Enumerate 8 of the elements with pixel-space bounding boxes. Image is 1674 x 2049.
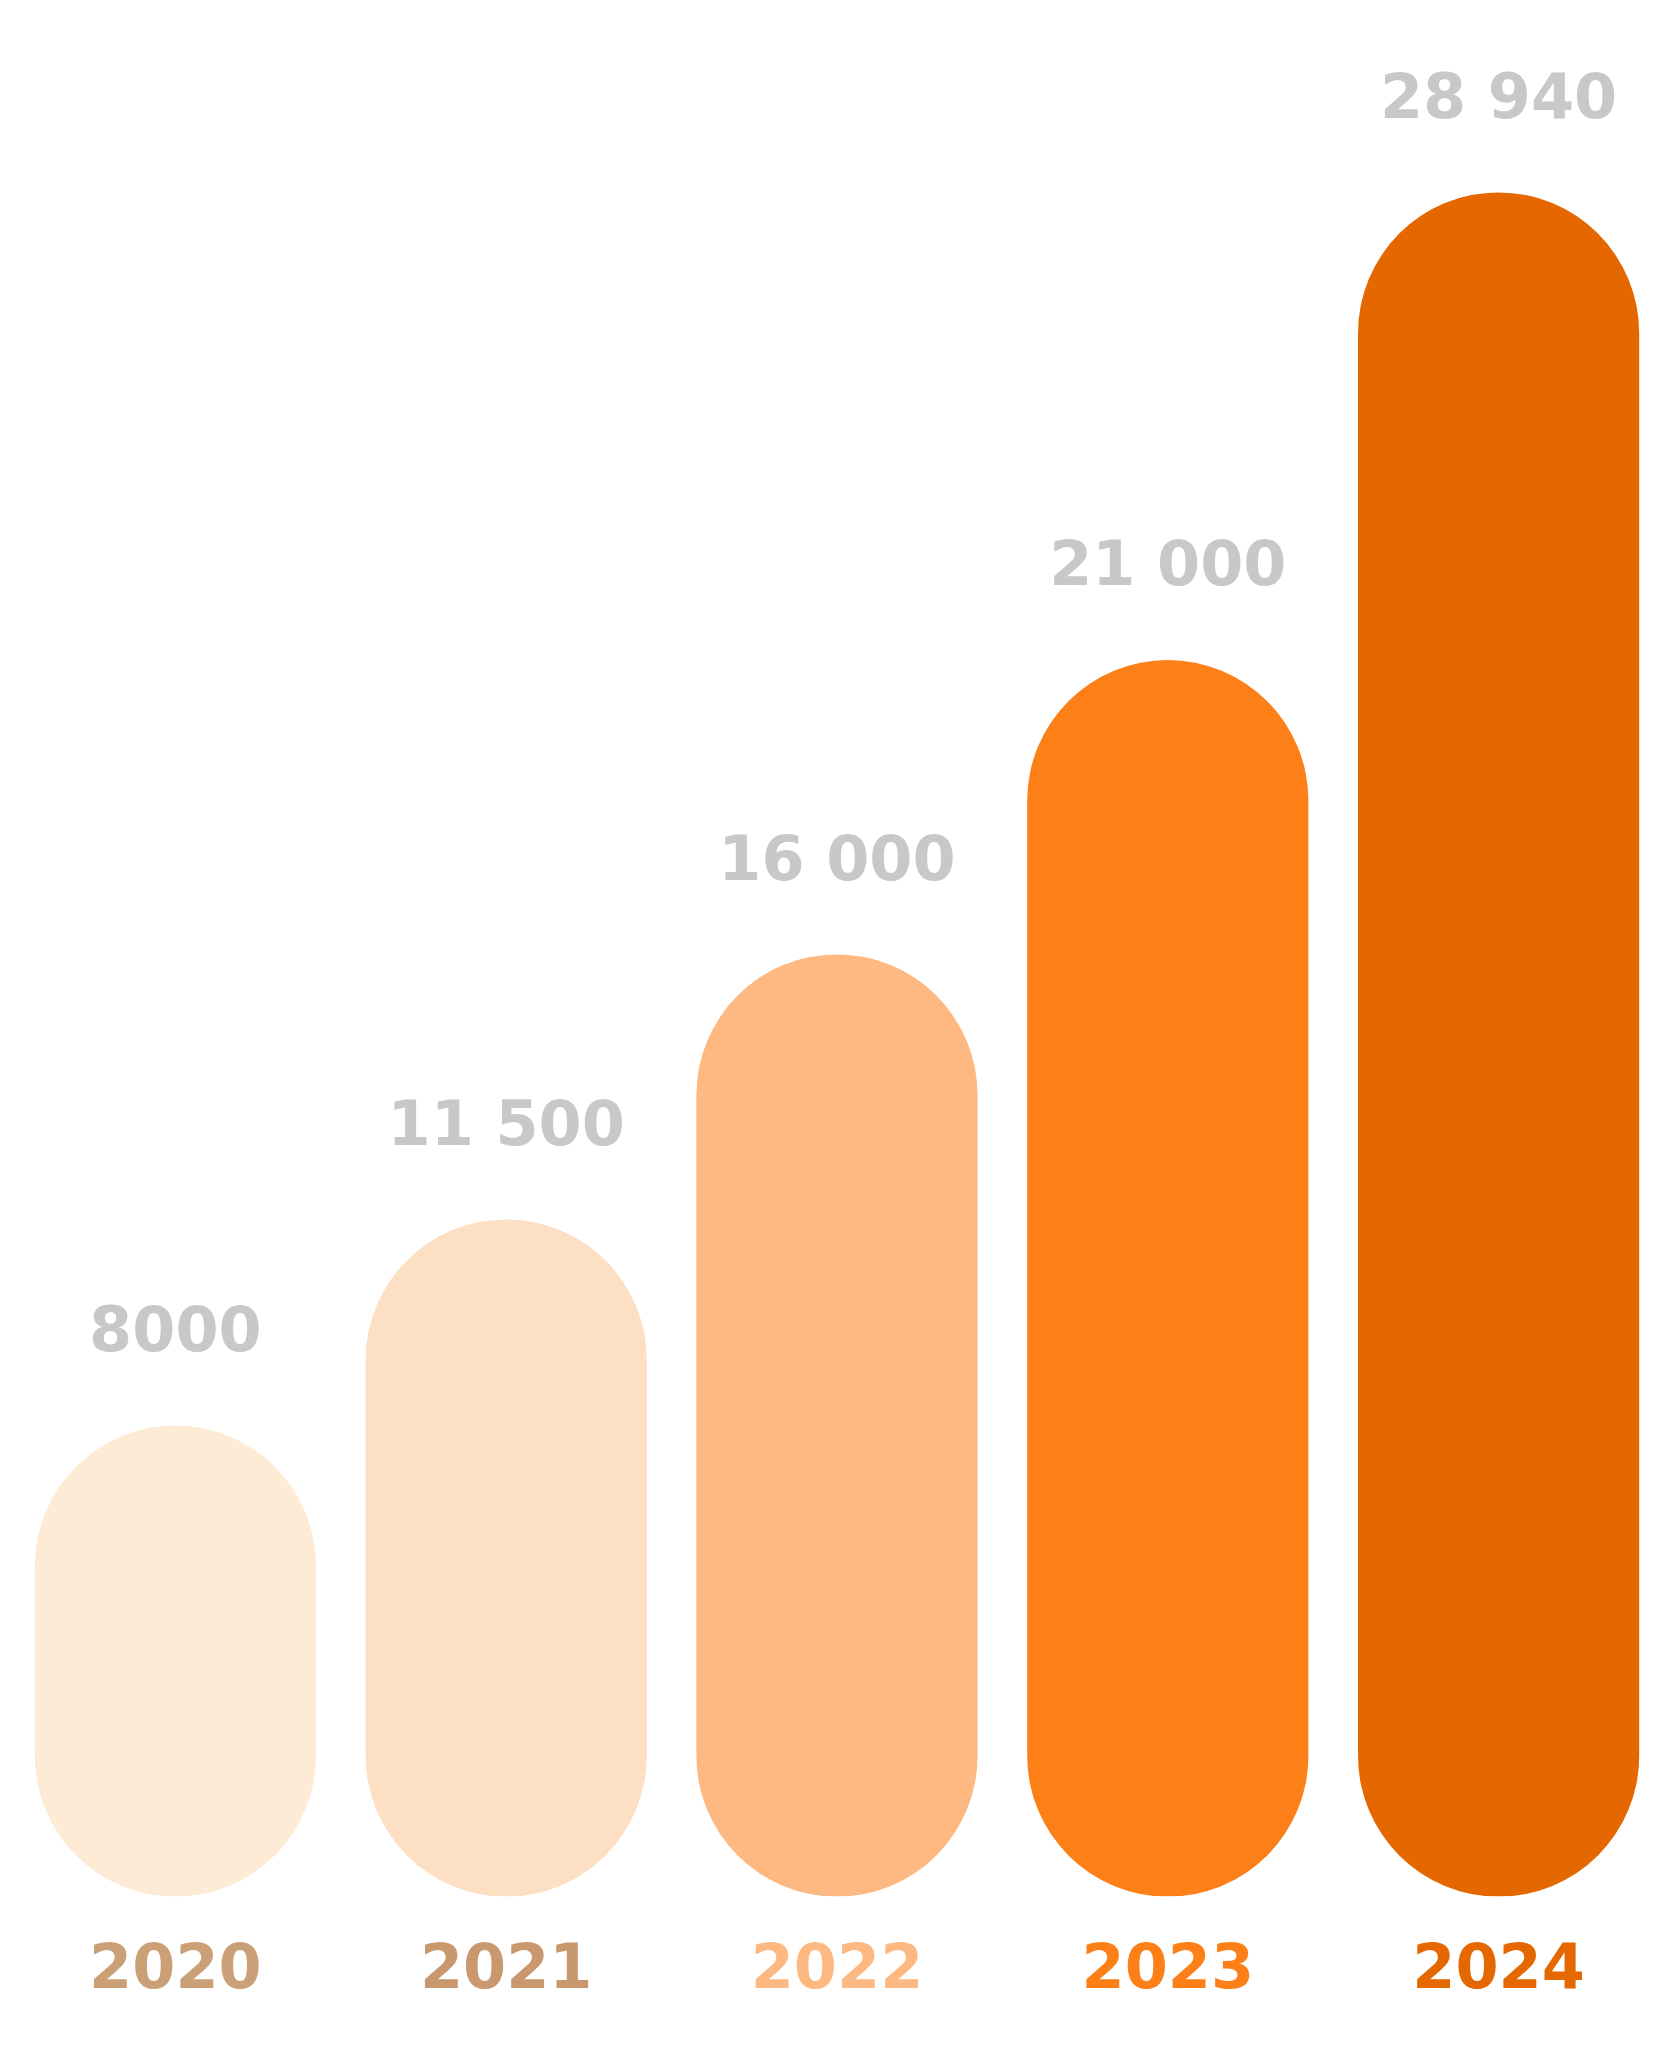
bar: [696, 954, 978, 1897]
x-tick-label: 2024: [1412, 1929, 1585, 2003]
x-tick-label: 2022: [750, 1929, 924, 2003]
x-tick-label: 2023: [1081, 1929, 1255, 2003]
x-tick-label: 2020: [89, 1929, 262, 2003]
bar: [1358, 192, 1640, 1897]
bar: [1027, 659, 1309, 1897]
x-tick-label: 2021: [419, 1929, 593, 2003]
